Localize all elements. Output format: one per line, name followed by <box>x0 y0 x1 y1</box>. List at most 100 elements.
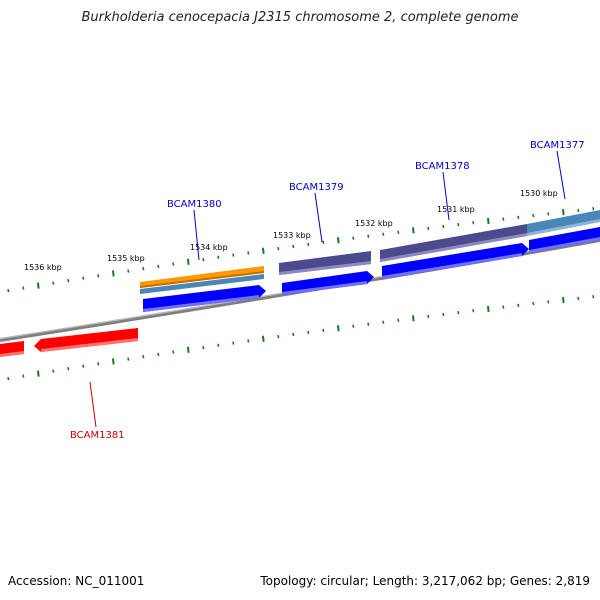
feature-bar-purple[interactable] <box>279 251 371 275</box>
cds-arrow-forward-shade <box>143 295 259 312</box>
minor-tick <box>517 303 520 308</box>
map-title: Burkholderia cenocepacia J2315 chromosom… <box>81 10 519 25</box>
gene-leader-line <box>442 171 450 221</box>
minor-tick <box>7 376 10 381</box>
minor-tick <box>532 301 535 306</box>
inner-tick-track <box>7 295 595 381</box>
gene-leader-line <box>193 209 200 261</box>
minor-tick <box>202 257 205 262</box>
minor-tick <box>322 240 325 244</box>
kbp-label: 1535 kbp <box>107 254 145 263</box>
minor-tick <box>397 318 400 322</box>
feature-bar-orange-shade <box>140 271 264 288</box>
minor-tick <box>172 262 175 266</box>
minor-tick <box>442 312 445 317</box>
minor-tick <box>502 217 505 221</box>
minor-tick <box>502 305 505 309</box>
minor-tick <box>52 369 55 373</box>
minor-tick <box>67 367 70 371</box>
major-tick <box>37 370 40 377</box>
major-tick <box>262 335 265 342</box>
minor-tick <box>277 334 280 339</box>
kbp-label: 1533 kbp <box>273 231 311 240</box>
major-tick <box>412 315 415 322</box>
major-tick <box>412 227 415 234</box>
minor-tick <box>142 355 145 359</box>
major-tick <box>262 247 265 254</box>
gene-label[interactable]: BCAM1378 <box>415 161 470 172</box>
minor-tick <box>97 362 100 366</box>
minor-tick <box>157 352 160 357</box>
minor-tick <box>457 222 460 227</box>
cds-arrow-forward[interactable] <box>282 271 374 295</box>
gene-label[interactable]: BCAM1381 <box>70 430 125 441</box>
major-tick <box>562 297 565 304</box>
minor-tick <box>307 242 310 247</box>
minor-tick <box>142 267 145 271</box>
feature-bar-steelblue-shade <box>527 219 600 236</box>
major-tick <box>187 346 190 353</box>
accession-text: Accession: NC_011001 <box>8 574 145 588</box>
minor-tick <box>442 224 445 229</box>
minor-tick <box>172 350 175 354</box>
minor-tick <box>202 345 205 350</box>
outer-tick-track <box>7 207 595 293</box>
minor-tick <box>67 279 70 283</box>
minor-tick <box>352 236 355 240</box>
minor-tick <box>52 281 55 285</box>
kbp-label: 1536 kbp <box>24 263 62 272</box>
minor-tick <box>427 314 430 319</box>
kbp-label: 1532 kbp <box>355 219 393 228</box>
cds-arrow-reverse[interactable] <box>34 328 138 352</box>
minor-tick <box>232 341 235 345</box>
minor-tick <box>457 310 460 315</box>
minor-tick <box>292 332 295 337</box>
cds-arrow-forward[interactable] <box>529 227 600 253</box>
minor-tick <box>532 213 535 218</box>
kbp-label: 1531 kbp <box>437 205 475 214</box>
minor-tick <box>247 339 250 343</box>
cds-arrow-reverse-shade <box>0 351 24 357</box>
minor-tick <box>277 246 280 251</box>
minor-tick <box>517 215 520 220</box>
cds-arrow-forward-shade <box>382 253 522 279</box>
minor-tick <box>367 322 370 326</box>
feature-bar-steelblue[interactable] <box>140 274 264 294</box>
major-tick <box>337 237 340 244</box>
topology-summary: Topology: circular; Length: 3,217,062 bp… <box>260 574 590 588</box>
minor-tick <box>472 221 475 225</box>
minor-tick <box>397 230 400 234</box>
gene-label[interactable]: BCAM1379 <box>289 182 344 193</box>
gene-leader-line <box>89 381 97 428</box>
gene-label[interactable]: BCAM1380 <box>167 199 222 210</box>
minor-tick <box>82 364 85 368</box>
minor-tick <box>592 207 595 211</box>
minor-tick <box>22 286 25 290</box>
minor-tick <box>217 255 220 259</box>
major-tick <box>562 209 565 216</box>
major-tick <box>37 282 40 289</box>
minor-tick <box>157 264 160 269</box>
minor-tick <box>547 212 550 216</box>
minor-tick <box>247 251 250 255</box>
minor-tick <box>577 296 580 301</box>
minor-tick <box>292 244 295 249</box>
minor-tick <box>592 295 595 299</box>
minor-tick <box>322 328 325 332</box>
minor-tick <box>82 276 85 280</box>
major-tick <box>337 325 340 332</box>
major-tick <box>487 305 490 313</box>
feature-bar-purple-shade <box>279 261 371 275</box>
cds-arrow-forward[interactable] <box>143 285 266 312</box>
major-tick <box>487 217 490 225</box>
kbp-label: 1534 kbp <box>190 243 228 252</box>
major-tick <box>112 270 115 277</box>
major-tick <box>187 258 190 265</box>
minor-tick <box>97 274 100 278</box>
minor-tick <box>307 330 310 335</box>
minor-tick <box>547 300 550 304</box>
kbp-label: 1530 kbp <box>520 189 558 198</box>
minor-tick <box>367 234 370 238</box>
minor-tick <box>382 320 385 324</box>
gene-label[interactable]: BCAM1377 <box>530 140 585 151</box>
